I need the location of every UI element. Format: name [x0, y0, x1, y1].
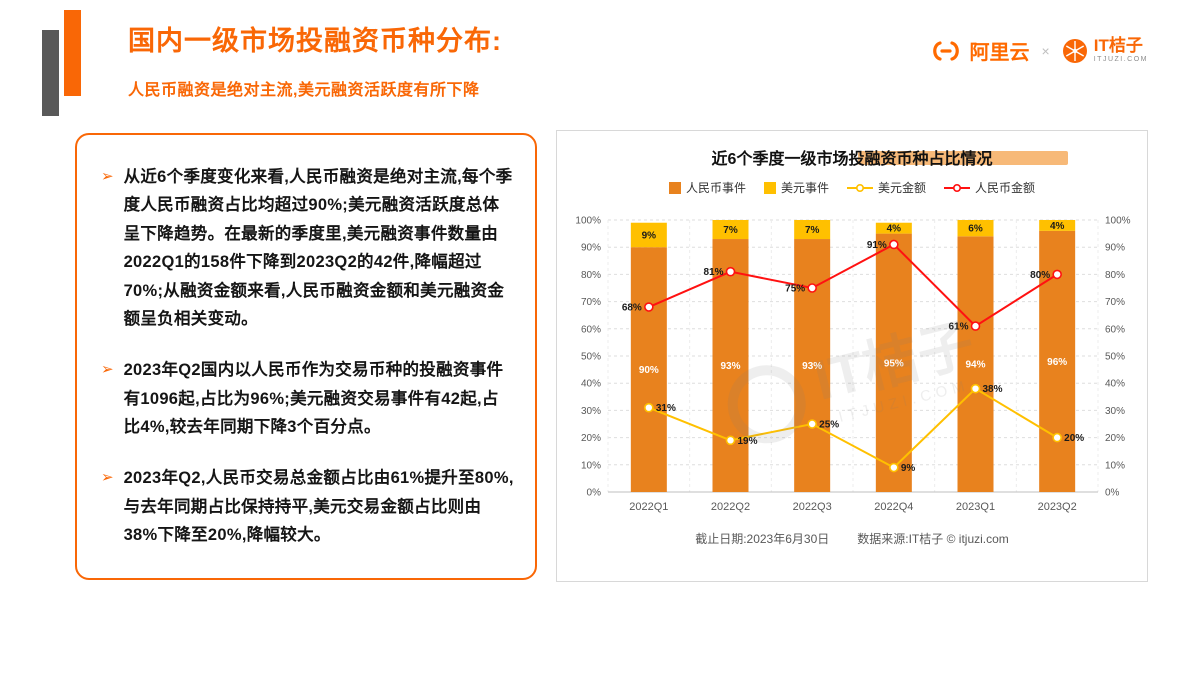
svg-text:80%: 80% [1030, 270, 1050, 281]
usd-amount-line-marker-icon [847, 183, 873, 192]
svg-text:93%: 93% [802, 361, 822, 372]
legend-item-usd-amount: 美元金额 [847, 179, 926, 196]
svg-text:60%: 60% [581, 324, 601, 335]
svg-text:4%: 4% [1050, 221, 1065, 232]
legend-label: 美元事件 [780, 181, 829, 195]
summary-bullet-3: ➢ 2023年Q2,人民币交易总金额占比由61%提升至80%,与去年同期占比保持… [101, 464, 515, 549]
svg-text:80%: 80% [1105, 270, 1125, 281]
svg-text:0%: 0% [1105, 488, 1120, 499]
legend-label: 人民币事件 [685, 181, 746, 195]
svg-text:6%: 6% [968, 224, 983, 235]
svg-text:91%: 91% [867, 240, 887, 251]
legend-label: 人民币金额 [975, 181, 1036, 195]
svg-text:20%: 20% [581, 433, 601, 444]
footer-date: 截止日期:2023年6月30日 [695, 532, 830, 546]
svg-text:96%: 96% [1047, 357, 1067, 368]
rmb-amount-line-marker-icon [944, 183, 971, 192]
svg-text:94%: 94% [965, 360, 985, 371]
chart-legend: 人民币事件 美元事件 美元金额 人民币金额 [557, 179, 1147, 196]
svg-text:20%: 20% [1064, 433, 1084, 444]
summary-bullet-2: ➢ 2023年Q2国内以人民币作为交易币种的投融资事件有1096起,占比为96%… [101, 356, 515, 441]
summary-bullet-2-text: 2023年Q2国内以人民币作为交易币种的投融资事件有1096起,占比为96%;美… [123, 361, 504, 436]
svg-text:75%: 75% [785, 284, 805, 295]
bullet-arrow-icon: ➢ [101, 168, 114, 185]
rmb-events-swatch-icon [668, 181, 681, 194]
alibaba-cloud-logo: 阿里云 [928, 36, 1030, 65]
svg-text:90%: 90% [581, 243, 601, 254]
svg-text:40%: 40% [581, 379, 601, 390]
chart-title: 近6个季度一级市场投融资币种占比情况 [557, 145, 1147, 169]
svg-text:60%: 60% [1105, 324, 1125, 335]
summary-bullet-1-text: 从近6个季度变化来看,人民币融资是绝对主流,每个季度人民币融资占比均超过90%;… [123, 168, 513, 328]
svg-text:30%: 30% [581, 406, 601, 417]
svg-text:100%: 100% [575, 216, 601, 227]
logo-separator: × [1041, 42, 1050, 59]
svg-text:2022Q4: 2022Q4 [874, 501, 913, 513]
summary-bullet-3-text: 2023年Q2,人民币交易总金额占比由61%提升至80%,与去年同期占比保持持平… [123, 469, 514, 545]
bullet-arrow-icon: ➢ [101, 361, 114, 379]
decorative-bar-orange [64, 10, 81, 96]
legend-label: 美元金额 [878, 181, 927, 195]
bullet-arrow-icon: ➢ [101, 469, 114, 487]
itjuzi-logo: IT桔子 ITJUZI.COM [1062, 37, 1148, 63]
svg-text:2022Q2: 2022Q2 [711, 501, 750, 513]
svg-text:90%: 90% [1105, 243, 1125, 254]
svg-text:70%: 70% [1105, 297, 1125, 308]
svg-text:30%: 30% [1105, 406, 1125, 417]
svg-text:25%: 25% [819, 420, 839, 431]
alibaba-cloud-icon [932, 40, 959, 61]
svg-text:90%: 90% [639, 365, 659, 376]
svg-text:80%: 80% [581, 270, 601, 281]
page-title: 国内一级市场投融资币种分布: [128, 26, 502, 56]
svg-text:0%: 0% [587, 488, 602, 499]
svg-text:95%: 95% [884, 358, 904, 369]
svg-text:38%: 38% [983, 384, 1003, 395]
logo-group: 阿里云 × IT桔子 ITJUZI.COM [928, 36, 1148, 65]
usd-events-swatch-icon [763, 181, 776, 194]
legend-item-rmb-amount: 人民币金额 [944, 179, 1035, 196]
svg-text:9%: 9% [901, 463, 916, 474]
itjuzi-orange-icon [1062, 38, 1087, 63]
svg-text:50%: 50% [581, 352, 601, 363]
svg-text:2022Q1: 2022Q1 [629, 501, 668, 513]
itjuzi-sublabel: ITJUZI.COM [1093, 56, 1148, 63]
footer-source: 数据来源:IT桔子 © itjuzi.com [857, 532, 1009, 546]
itjuzi-label: IT桔子 [1093, 36, 1143, 56]
svg-text:100%: 100% [1105, 216, 1131, 227]
svg-text:7%: 7% [805, 225, 820, 236]
page-subtitle: 人民币融资是绝对主流,美元融资活跃度有所下降 [128, 82, 480, 99]
svg-text:40%: 40% [1105, 379, 1125, 390]
svg-text:61%: 61% [948, 322, 968, 333]
svg-text:4%: 4% [887, 224, 902, 235]
summary-panel: ➢ 从近6个季度变化来看,人民币融资是绝对主流,每个季度人民币融资占比均超过90… [75, 133, 537, 580]
legend-item-rmb-events: 人民币事件 [668, 179, 746, 196]
svg-text:2022Q3: 2022Q3 [793, 501, 832, 513]
chart-title-text: 近6个季度一级市场投融资币种占比情况 [711, 151, 993, 168]
svg-text:10%: 10% [1105, 460, 1125, 471]
svg-text:7%: 7% [723, 225, 738, 236]
svg-text:68%: 68% [622, 303, 642, 314]
svg-text:93%: 93% [720, 361, 740, 372]
svg-text:10%: 10% [581, 460, 601, 471]
chart-canvas: 0% 0% 10% 10% 20% 20% 30% 30% 40% 40% 50% 50% 60% 60%… [575, 216, 1131, 514]
title-highlight [857, 151, 1068, 165]
chart-panel: 近6个季度一级市场投融资币种占比情况 人民币事件 美元事件 美元金额 [556, 130, 1148, 582]
decorative-bar-gray [42, 30, 59, 116]
svg-text:81%: 81% [703, 267, 723, 278]
chart-footer: 截止日期:2023年6月30日 数据来源:IT桔子 © itjuzi.com [557, 530, 1147, 547]
svg-text:19%: 19% [738, 436, 758, 447]
svg-text:70%: 70% [581, 297, 601, 308]
svg-text:20%: 20% [1105, 433, 1125, 444]
svg-text:9%: 9% [642, 230, 657, 241]
legend-item-usd-events: 美元事件 [763, 179, 829, 196]
svg-text:2023Q2: 2023Q2 [1038, 501, 1077, 513]
svg-text:2023Q1: 2023Q1 [956, 501, 995, 513]
svg-text:31%: 31% [656, 403, 676, 414]
summary-bullet-1: ➢ 从近6个季度变化来看,人民币融资是绝对主流,每个季度人民币融资占比均超过90… [101, 163, 515, 333]
header: 国内一级市场投融资币种分布: 人民币融资是绝对主流,美元融资活跃度有所下降 [128, 24, 502, 100]
alibaba-cloud-label: 阿里云 [969, 42, 1030, 64]
svg-text:50%: 50% [1105, 352, 1125, 363]
